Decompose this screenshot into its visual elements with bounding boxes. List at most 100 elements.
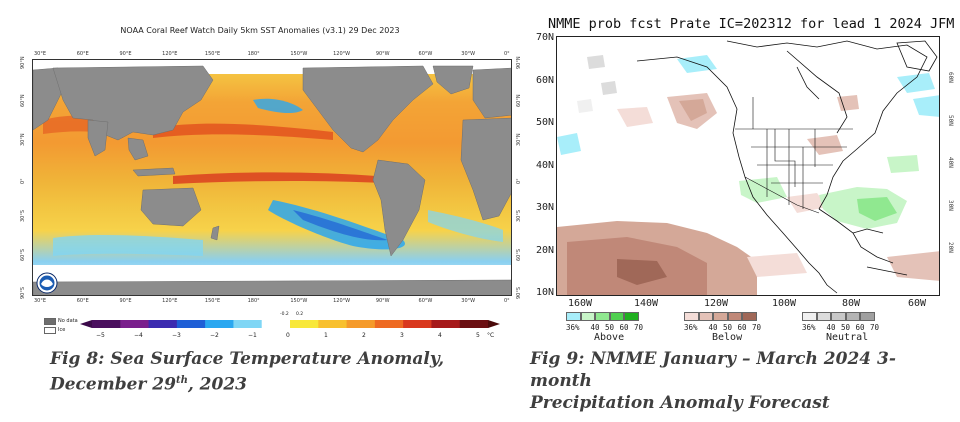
legend-color-cell [176, 320, 206, 328]
below-swatches [684, 312, 788, 322]
borders [735, 97, 853, 214]
below-percent: 50 [723, 323, 733, 332]
legend-value: 5 [476, 332, 480, 339]
sst-bottom-lon-tick: 150°W [290, 298, 308, 304]
legend-color-cell [459, 320, 489, 328]
sst-top-lon-tick: 30°W [461, 51, 476, 57]
nmme-lat-label: 60N [535, 74, 554, 86]
south-atlantic-cool [428, 210, 503, 242]
nmme-lat-label: 10N [535, 287, 554, 298]
nmme-right-lat-label: 40N [947, 157, 954, 168]
sst-map-graphic [33, 60, 511, 295]
legend-color-cell [261, 320, 291, 328]
no-data-label: No data [58, 318, 78, 324]
nmme-lat-label: 50N [535, 117, 554, 128]
legend-cells [92, 320, 489, 328]
sst-right-lat-tick: 90°S [516, 286, 522, 299]
fig8-caption-line2: December 29th, 2023 [50, 370, 510, 396]
sst-bottom-lon-tick: 90°E [119, 298, 132, 304]
sst-top-lon-tick: 60°W [418, 51, 433, 57]
legend-value: −3 [172, 332, 181, 339]
nmme-legend-above: 36% 40 50 60 70 Above [566, 312, 670, 346]
nmme-map-graphic [557, 37, 939, 295]
neutral-swatch [845, 312, 860, 321]
land-masses [33, 65, 511, 295]
neutral-percent: 70 [870, 323, 880, 332]
fig9-caption: Fig 9: NMME January – March 2024 3-month… [530, 348, 955, 414]
legend-unit: °C [487, 332, 495, 339]
sst-top-lon-tick: 180° [247, 51, 260, 57]
below-swatch [713, 312, 728, 321]
sst-bottom-lon-tick: 30°E [34, 298, 47, 304]
sst-top-lon-tick: 90°E [119, 51, 132, 57]
sst-right-lat-tick: 30°N [516, 133, 522, 146]
below-percent-labels: 36% 40 50 60 70 [684, 323, 788, 333]
north-pacific-cool-patch [253, 98, 303, 114]
above-percent: 36% [566, 323, 580, 332]
fig8-date: December 29 [50, 374, 176, 395]
nmme-lon-label: 100W [772, 298, 797, 309]
sst-top-lon-tick: 120°W [333, 51, 351, 57]
sst-bottom-lon-tick: 120°W [333, 298, 351, 304]
legend-color-cell [92, 320, 121, 328]
sst-left-lat-tick: 60°S [20, 248, 26, 261]
below-percent: 40 [708, 323, 718, 332]
fig9-caption-line1: Fig 9: NMME January – March 2024 3-month [530, 349, 896, 391]
sst-top-lon-tick: 120°E [162, 51, 178, 57]
fig8-year: , 2023 [187, 374, 247, 395]
above-swatch [595, 312, 610, 321]
sst-left-lat-tick: 90°S [20, 286, 26, 299]
sst-top-lon-tick: 30°E [34, 51, 47, 57]
nmme-map-title: NMME prob fcst Prate IC=202312 for lead … [548, 16, 955, 32]
above-swatch [580, 312, 595, 321]
sst-top-lon-tick: 0° [504, 51, 510, 57]
nmme-lon-label: 120W [704, 298, 729, 309]
sst-anomaly-figure: NOAA Coral Reef Watch Daily 5km SST Anom… [0, 0, 522, 340]
nmme-right-lat-label: 30N [947, 199, 954, 211]
nmme-right-lat-label: 20N [947, 242, 954, 253]
fig8-date-suffix: th [175, 375, 188, 386]
legend-value: 2 [362, 332, 366, 339]
neutral-label: Neutral [826, 332, 869, 343]
coastlines [636, 40, 938, 294]
sst-bottom-lon-tick: 90°W [375, 298, 390, 304]
above-percent: 40 [590, 323, 600, 332]
neutral-percent: 40 [826, 323, 836, 332]
sst-top-lon-ticks: 30°E 60°E 90°E 120°E 150°E 180° 150°W 120°W 90°W… [32, 51, 512, 59]
neutral-percent: 36% [802, 323, 816, 332]
noaa-logo [36, 272, 58, 294]
nmme-lon-label: 60W [908, 298, 927, 309]
legend-left-arrow [80, 320, 92, 328]
sst-right-lat-tick: 90°N [516, 56, 522, 69]
sst-right-lat-tick: 60°N [516, 94, 522, 108]
nmme-lon-label: 140W [634, 298, 659, 309]
below-swatch [727, 312, 742, 321]
sst-bottom-lon-tick: 30°W [461, 298, 476, 304]
above-swatches [566, 312, 670, 322]
legend-value: 3 [400, 332, 404, 339]
sst-top-lon-tick: 150°W [290, 51, 308, 57]
above-swatch [609, 312, 624, 321]
legend-value: 1 [324, 332, 328, 339]
sst-legend-bar [80, 320, 500, 328]
legend-color-cell [318, 320, 348, 328]
below-percent: 70 [752, 323, 762, 332]
below-swatch [684, 312, 699, 321]
nmme-lat-label: 40N [535, 159, 554, 171]
sst-left-lat-tick: 30°N [20, 133, 26, 146]
sst-bottom-lon-tick: 0° [504, 298, 510, 304]
sst-top-lon-tick: 60°E [76, 51, 89, 57]
south-pacific-cool-core [293, 210, 388, 241]
legend-right-arrow [488, 320, 500, 328]
neutral-swatch [831, 312, 846, 321]
nmme-left-lat-labels: 70N 60N 50N 40N 30N 20N 10N [526, 32, 554, 298]
above-percent: 70 [634, 323, 644, 332]
north-pacific-warm-band [153, 123, 333, 140]
nmme-lon-labels: 160W 140W 120W 100W 80W 60W [556, 298, 940, 310]
nmme-lon-label: 160W [568, 298, 593, 309]
sst-left-lat-tick: 60°N [20, 94, 26, 108]
legend-value: 0 [286, 332, 290, 339]
nmme-right-lat-label: 50N [947, 114, 954, 126]
nmme-lon-label: 80W [842, 298, 861, 309]
nmme-legend-below: 36% 40 50 60 70 Below [684, 312, 788, 346]
